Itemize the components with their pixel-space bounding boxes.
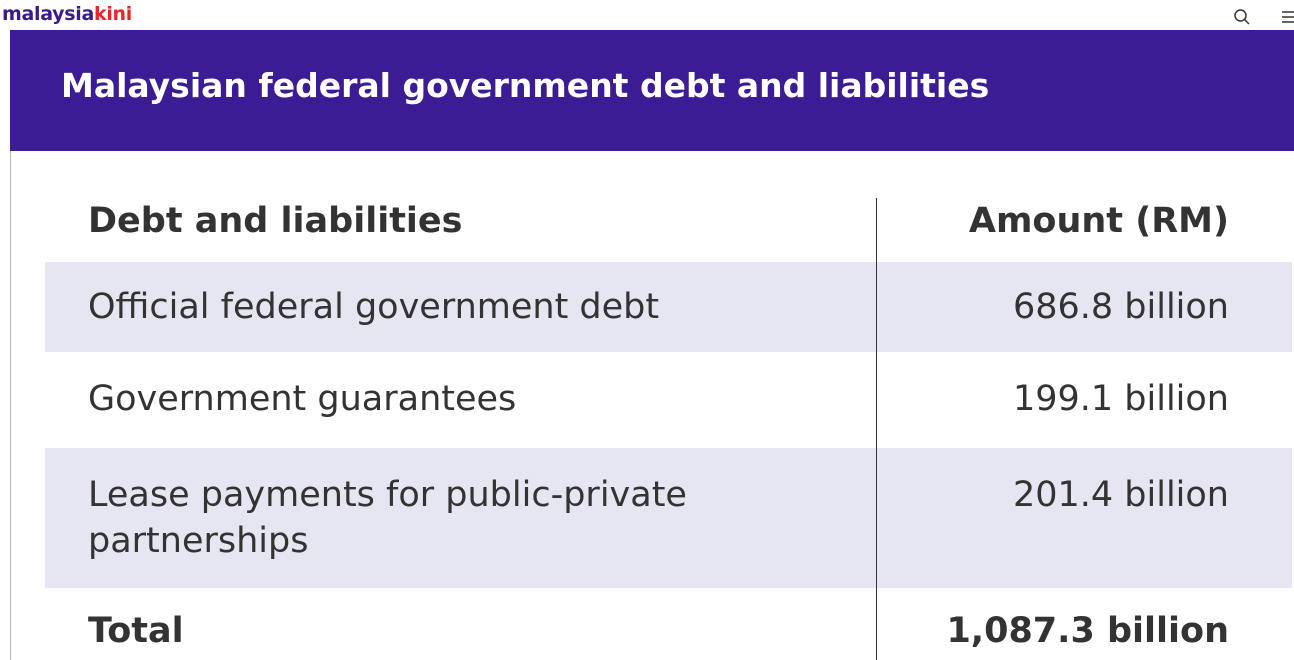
column-divider: [876, 198, 877, 660]
infographic-banner: Malaysian federal government debt and li…: [10, 30, 1294, 151]
table-total-row: Total 1,087.3 billion: [45, 596, 1292, 660]
total-label: Total: [88, 611, 184, 651]
row-label-line1: Lease payments for public-private: [88, 475, 687, 515]
table-row: Government guarantees 199.1 billion: [45, 352, 1292, 448]
table-row: Lease payments for public-private partne…: [45, 448, 1292, 588]
logo-text-kini: kini: [94, 3, 132, 25]
row-amount: 686.8 billion: [1012, 287, 1229, 327]
logo-text-malaysia: malaysia: [2, 3, 94, 25]
debt-infographic: Malaysian federal government debt and li…: [10, 30, 1294, 660]
row-label: Official federal government debt: [88, 287, 660, 327]
site-logo[interactable]: malaysiakini: [2, 2, 132, 26]
menu-icon[interactable]: [1280, 9, 1294, 25]
header-debt-label: Debt and liabilities: [88, 201, 463, 241]
row-amount: 199.1 billion: [1012, 379, 1229, 419]
total-amount: 1,087.3 billion: [946, 611, 1229, 651]
row-label-line2: partnerships: [88, 521, 309, 561]
row-amount: 201.4 billion: [1012, 475, 1229, 515]
header-amount-label: Amount (RM): [968, 201, 1229, 241]
table-row: Official federal government debt 686.8 b…: [45, 262, 1292, 352]
table-header-row: Debt and liabilities Amount (RM): [45, 190, 1292, 258]
site-header: malaysiakini: [0, 0, 1294, 30]
search-icon[interactable]: [1233, 8, 1251, 26]
infographic-title: Malaysian federal government debt and li…: [61, 66, 990, 105]
row-label: Government guarantees: [88, 379, 517, 419]
left-border-line: [10, 151, 11, 660]
